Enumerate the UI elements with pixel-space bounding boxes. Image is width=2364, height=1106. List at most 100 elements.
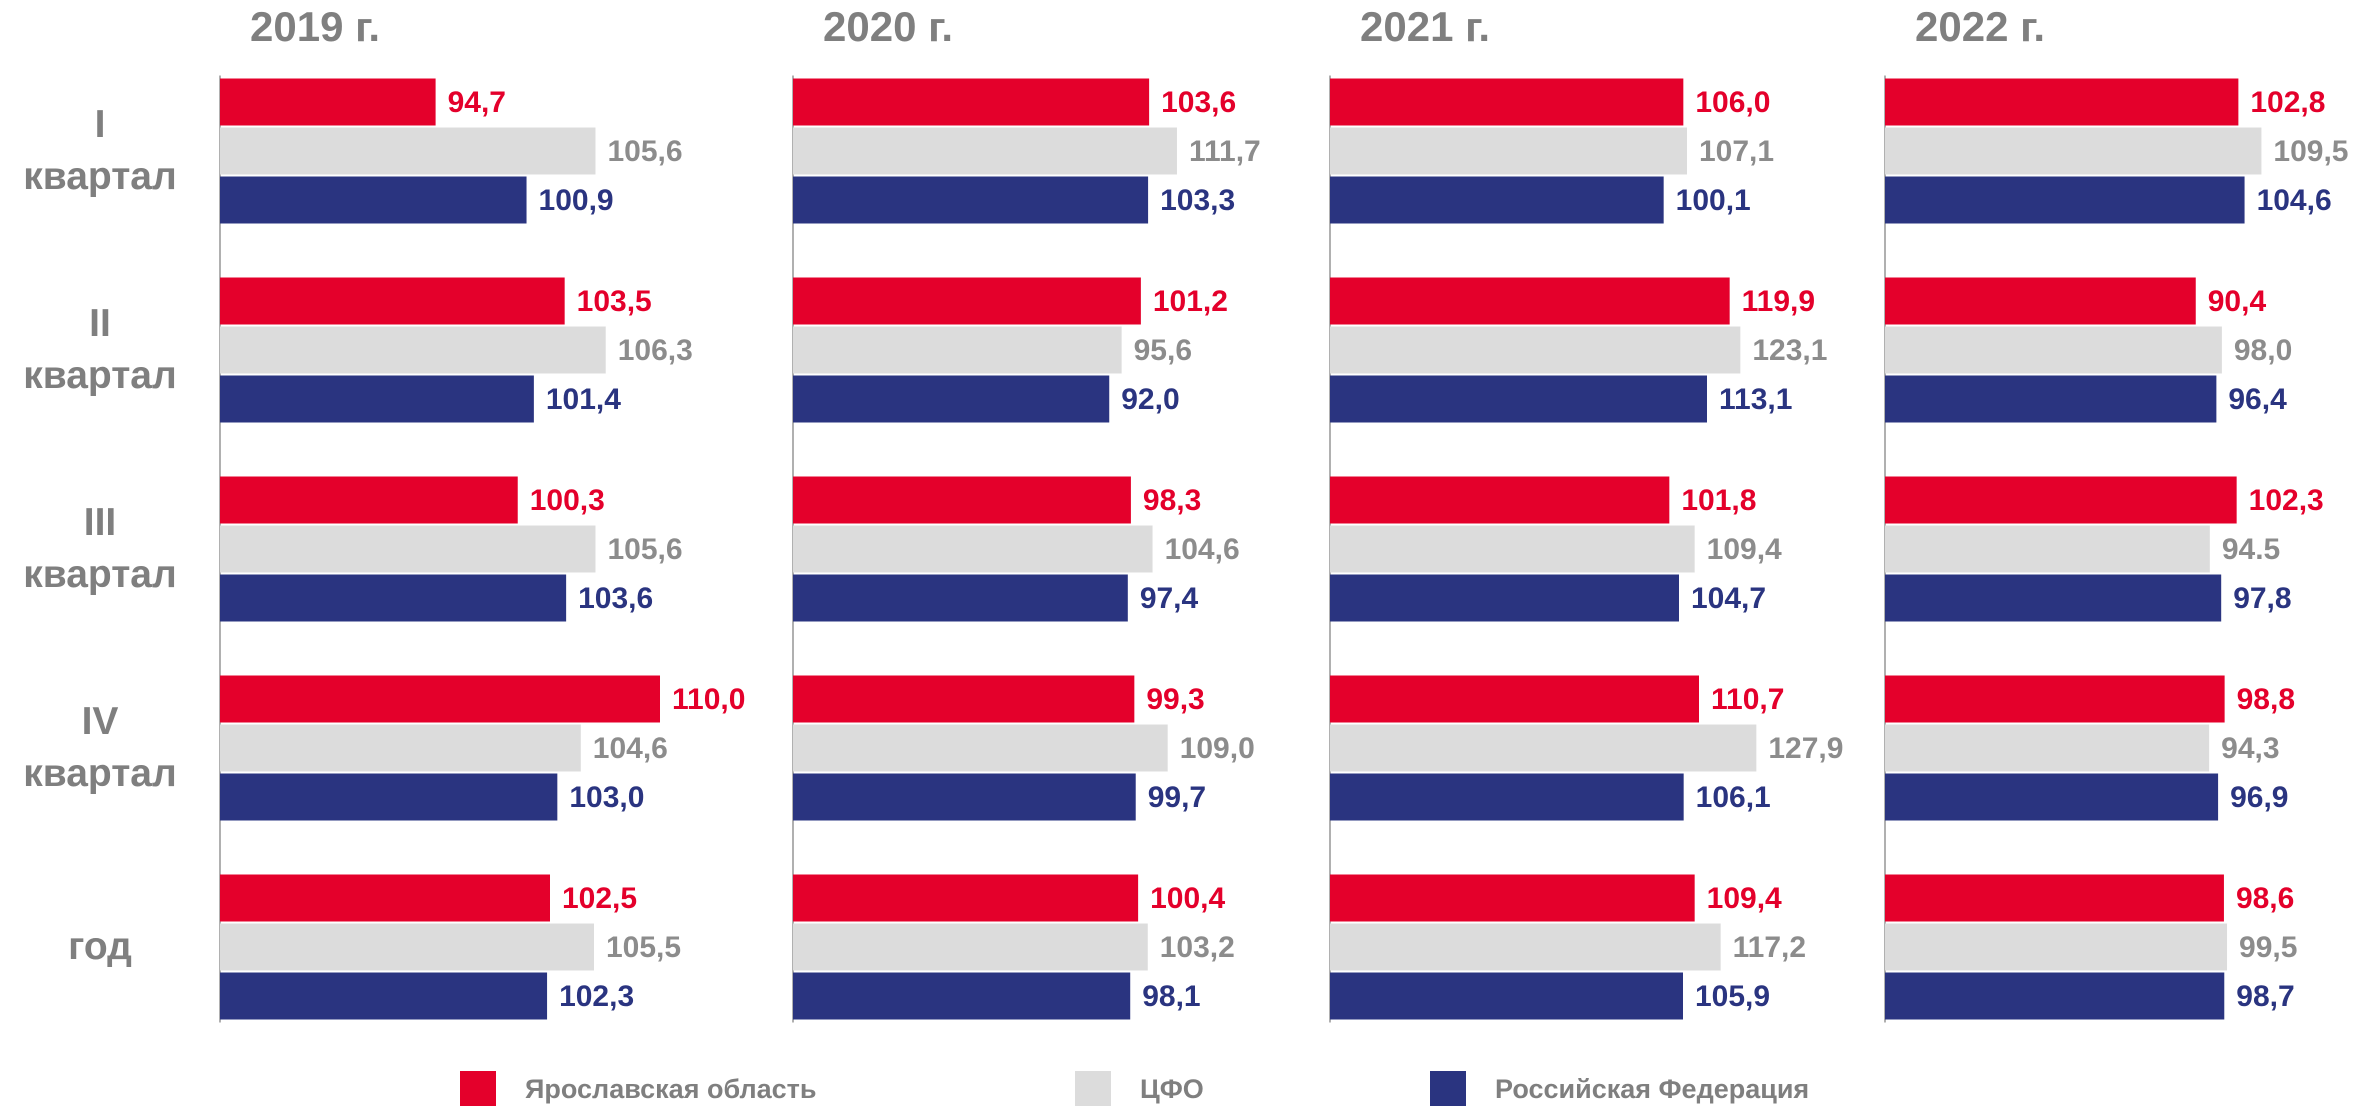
- bar: [220, 78, 436, 126]
- bar: [1330, 574, 1679, 622]
- panel-title: 2021 г.: [1360, 3, 1490, 50]
- value-label: 98,1: [1142, 980, 1200, 1013]
- bar: [220, 375, 534, 423]
- value-label: 109,0: [1180, 732, 1255, 765]
- bar: [1330, 127, 1687, 175]
- value-label: 123,1: [1752, 334, 1827, 367]
- value-label: 100,4: [1150, 882, 1225, 915]
- bar: [793, 923, 1148, 971]
- bar: [220, 525, 596, 573]
- bar: [793, 78, 1150, 126]
- legend-label: Российская Федерация: [1495, 1074, 1809, 1104]
- bar: [793, 525, 1153, 573]
- value-label: 99,7: [1148, 781, 1206, 814]
- bar: [1885, 675, 2225, 723]
- value-label: 101,4: [546, 383, 621, 416]
- panel-title: 2020 г.: [823, 3, 953, 50]
- value-label: 109,4: [1707, 882, 1782, 915]
- value-label: 105,5: [606, 931, 681, 964]
- bar: [1330, 277, 1730, 325]
- value-label: 103,3: [1160, 184, 1235, 217]
- value-label: 102,3: [2249, 484, 2324, 517]
- value-label: 96,9: [2230, 781, 2288, 814]
- category-label: II квартал: [23, 302, 177, 397]
- bar: [220, 476, 518, 524]
- value-label: 102,8: [2250, 86, 2325, 119]
- bar: [1330, 773, 1684, 821]
- bar: [1330, 476, 1670, 524]
- bar: [1885, 972, 2225, 1020]
- bar: [220, 874, 550, 922]
- bar: [793, 326, 1122, 374]
- value-label: 106,0: [1695, 86, 1770, 119]
- value-label: 104,6: [2257, 184, 2332, 217]
- value-label: 103,6: [1161, 86, 1236, 119]
- bar: [220, 675, 660, 723]
- value-label: 101,8: [1681, 484, 1756, 517]
- value-label: 90,4: [2208, 285, 2267, 318]
- value-label: 105,9: [1695, 980, 1770, 1013]
- value-label: 100,3: [530, 484, 605, 517]
- value-label: 100,1: [1676, 184, 1751, 217]
- bar: [793, 375, 1110, 423]
- bar: [1885, 176, 2245, 224]
- bar: [220, 574, 567, 622]
- bar: [220, 923, 594, 971]
- bar: [220, 326, 606, 374]
- bar: [1885, 127, 2262, 175]
- bar: [1885, 525, 2210, 573]
- value-label: 96,4: [2228, 383, 2287, 416]
- category-label: IV квартал: [23, 700, 177, 795]
- value-label: 110,7: [1711, 683, 1784, 716]
- category-label: год: [68, 925, 132, 968]
- value-label: 101,2: [1153, 285, 1228, 318]
- bar: [793, 574, 1128, 622]
- bar: [1330, 375, 1707, 423]
- bar: [793, 127, 1177, 175]
- value-label: 92,0: [1121, 383, 1179, 416]
- value-label: 105,6: [607, 533, 682, 566]
- value-label: 111,7: [1189, 135, 1261, 168]
- bar: [793, 675, 1135, 723]
- value-label: 98,3: [1143, 484, 1201, 517]
- bar: [1330, 972, 1683, 1020]
- legend-swatch: [1075, 1071, 1111, 1106]
- value-label: 98,7: [2236, 980, 2294, 1013]
- value-label: 103,0: [569, 781, 644, 814]
- value-label: 95,6: [1134, 334, 1192, 367]
- value-label: 97,4: [1140, 582, 1199, 615]
- value-label: 104,7: [1691, 582, 1766, 615]
- value-label: 99,3: [1146, 683, 1204, 716]
- bar: [1330, 675, 1699, 723]
- value-label: 102,5: [562, 882, 637, 915]
- legend-label: Ярославская область: [525, 1074, 816, 1104]
- value-label: 103,5: [577, 285, 652, 318]
- bar: [1330, 525, 1695, 573]
- bar: [793, 277, 1141, 325]
- value-label: 127,9: [1768, 732, 1843, 765]
- bar: [1330, 78, 1684, 126]
- legend-label: ЦФО: [1140, 1074, 1204, 1104]
- legend-swatch: [460, 1071, 496, 1106]
- value-label: 119,9: [1742, 285, 1815, 318]
- bar: [220, 773, 558, 821]
- bar: [793, 972, 1131, 1020]
- bar: [1885, 923, 2228, 971]
- value-label: 104,6: [593, 732, 668, 765]
- bar: [1330, 923, 1721, 971]
- value-label: 99,5: [2239, 931, 2297, 964]
- bar: [1330, 326, 1741, 374]
- value-label: 100,9: [539, 184, 614, 217]
- value-label: 109,4: [1707, 533, 1782, 566]
- value-label: 104,6: [1165, 533, 1240, 566]
- bar: [793, 874, 1139, 922]
- bar: [220, 176, 527, 224]
- bar: [793, 724, 1168, 772]
- value-label: 102,3: [559, 980, 634, 1013]
- value-label: 110,0: [672, 683, 745, 716]
- bar: [1885, 326, 2222, 374]
- bar: [1885, 78, 2239, 126]
- category-label: I квартал: [23, 103, 177, 198]
- bar: [1885, 724, 2210, 772]
